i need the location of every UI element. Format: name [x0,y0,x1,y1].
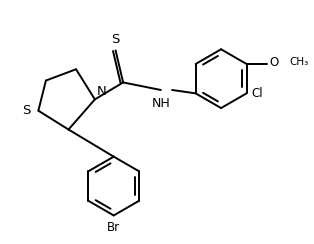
Text: Br: Br [107,221,120,234]
Text: O: O [269,56,279,69]
Text: NH: NH [151,97,170,110]
Text: N: N [97,84,106,98]
Text: S: S [23,104,31,117]
Text: Cl: Cl [251,87,263,100]
Text: S: S [111,33,120,46]
Text: CH₃: CH₃ [290,58,309,68]
